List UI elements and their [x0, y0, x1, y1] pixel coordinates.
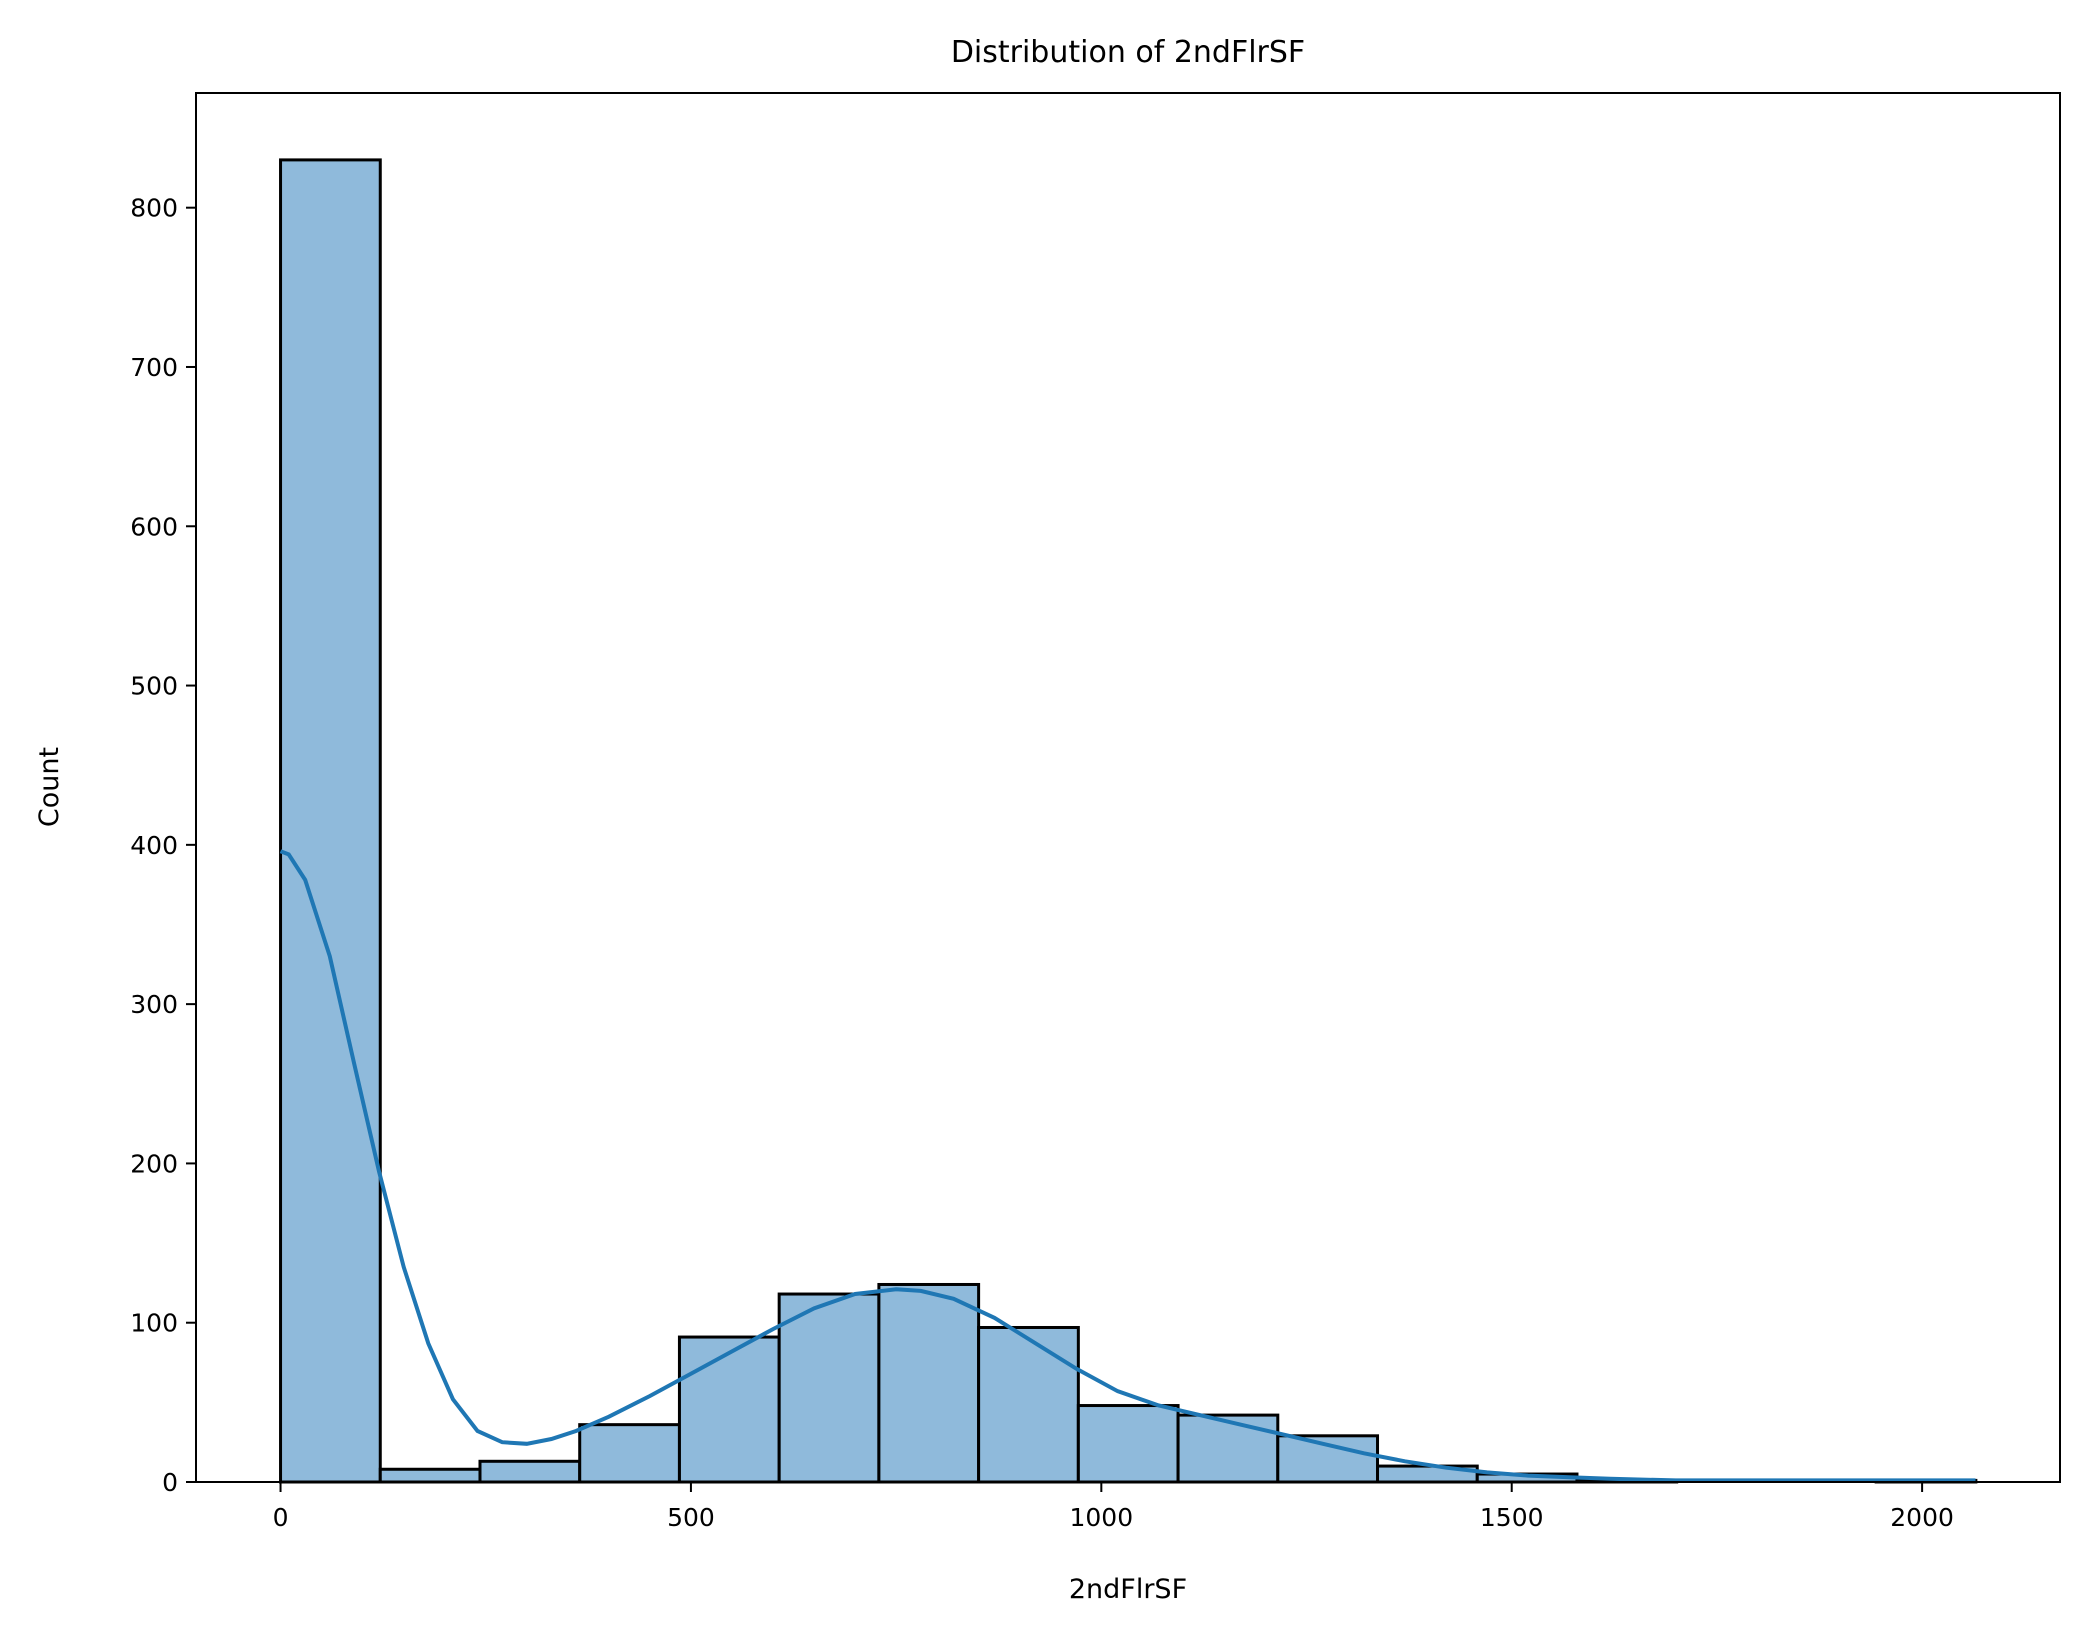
x-tick-label: 1000 — [1070, 1503, 1134, 1532]
y-tick-label: 400 — [130, 831, 178, 860]
x-axis-label: 2ndFlrSF — [1069, 1574, 1187, 1605]
histogram-bar — [279, 158, 382, 1484]
histogram-bar — [677, 1335, 781, 1484]
histogram-bar — [378, 1467, 482, 1484]
histogram-bar — [877, 1282, 981, 1484]
x-tick-label: 1500 — [1480, 1503, 1544, 1532]
kde-curve — [279, 849, 1976, 1483]
chart-title: Distribution of 2ndFlrSF — [951, 35, 1305, 70]
plot-frame — [195, 92, 2061, 1483]
histogram-bar — [1076, 1404, 1180, 1484]
histogram-bar — [977, 1325, 1080, 1484]
histogram-bars — [279, 158, 1978, 1484]
y-tick-label: 0 — [162, 1468, 178, 1497]
y-tick-label: 200 — [130, 1149, 178, 1178]
histogram-bar — [478, 1459, 582, 1484]
x-axis-ticks: 0 500 1000 1500 2000 — [273, 1482, 1954, 1532]
y-tick-label: 100 — [130, 1309, 178, 1338]
y-tick-label: 800 — [130, 194, 178, 223]
y-tick-label: 500 — [130, 672, 178, 701]
histogram-bar — [1176, 1413, 1280, 1484]
y-tick-label: 700 — [130, 353, 178, 382]
y-axis-label: Count — [34, 747, 65, 827]
histogram-bar — [578, 1423, 681, 1484]
histogram-bar — [777, 1292, 881, 1484]
y-tick-label: 300 — [130, 990, 178, 1019]
x-tick-label: 2000 — [1890, 1503, 1954, 1532]
y-tick-label: 600 — [130, 512, 178, 541]
y-axis-ticks: 0 100 200 300 400 500 600 700 800 — [130, 194, 196, 1497]
x-tick-label: 500 — [667, 1503, 715, 1532]
x-tick-label: 0 — [273, 1503, 289, 1532]
histogram-bar — [1276, 1434, 1380, 1484]
